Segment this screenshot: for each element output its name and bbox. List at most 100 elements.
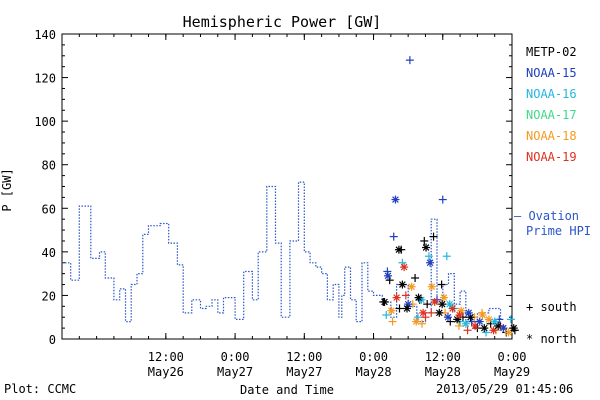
north-point-d2	[428, 283, 436, 291]
legend: METP-02 NOAA-15 NOAA-16 NOAA-17 NOAA-18 NOAA-…	[514, 45, 591, 346]
y-tick-label: 60	[42, 202, 56, 216]
north-point	[480, 324, 489, 333]
y-tick-label: 140	[34, 28, 56, 42]
north-point-d2	[480, 324, 488, 332]
ovation-prime-series	[62, 181, 502, 323]
south-point	[401, 291, 410, 300]
legend-south-marker: + south	[526, 300, 577, 314]
x-tick-time-label: 0:00	[221, 350, 250, 364]
satellite-points	[379, 56, 519, 337]
north-point-d2	[467, 313, 474, 321]
north-point	[412, 317, 421, 326]
legend-satellite-noaa-16: NOAA-16	[526, 87, 577, 101]
x-tick-date-label: May27	[217, 365, 253, 379]
north-point-d2	[444, 313, 452, 321]
north-point	[455, 311, 464, 320]
south-point	[405, 56, 414, 65]
north-point-d2	[426, 259, 434, 267]
south-point	[388, 317, 397, 326]
south-point	[463, 326, 472, 335]
x-tick-time-label: 12:00	[425, 350, 461, 364]
south-point	[442, 252, 451, 261]
north-point	[448, 304, 457, 313]
x-axis-label: Date and Time	[240, 383, 334, 397]
north-point	[426, 258, 435, 267]
x-tick-date-label: May28	[425, 365, 461, 379]
north-point-d2	[403, 305, 411, 312]
x-tick-date-label: May29	[494, 365, 530, 379]
south-point	[437, 280, 446, 289]
north-point	[407, 282, 416, 291]
north-point-d2	[388, 307, 395, 315]
north-point	[490, 317, 499, 326]
north-point	[419, 308, 428, 317]
north-point-d2	[438, 300, 446, 308]
chart-title: Hemispheric Power [GW]	[183, 13, 382, 31]
north-point-d2	[465, 309, 473, 317]
south-point	[438, 195, 447, 204]
legend-ovation-line2: Prime HPI	[526, 224, 591, 238]
south-point	[429, 232, 438, 241]
y-axis-label: P [GW]	[0, 168, 14, 211]
north-point-d2	[431, 298, 439, 306]
north-point	[430, 297, 439, 306]
north-point-d2	[408, 283, 415, 291]
y-tick-label: 80	[42, 159, 56, 173]
north-point-d2	[476, 318, 484, 325]
north-point-d2	[494, 322, 502, 330]
north-point-d2	[381, 298, 388, 306]
north-point	[383, 271, 392, 280]
north-point-d2	[412, 318, 420, 325]
y-tick-label: 120	[34, 72, 56, 86]
legend-satellite-noaa-19: NOAA-19	[526, 150, 577, 164]
north-point	[439, 293, 448, 302]
north-point	[466, 313, 475, 322]
south-point	[506, 315, 515, 324]
north-point-d2	[435, 309, 443, 317]
north-point-d2	[422, 244, 430, 251]
south-point	[395, 304, 404, 313]
north-point	[427, 282, 436, 291]
south-point	[423, 300, 432, 309]
north-point	[478, 311, 487, 320]
south-point	[424, 252, 433, 261]
plot-timestamp: 2013/05/29 01:45:06	[436, 382, 574, 396]
north-point-d2	[384, 272, 392, 280]
x-tick-time-label: 12:00	[286, 350, 322, 364]
plot-credit: Plot: CCMC	[4, 382, 77, 396]
plot-frame	[61, 33, 513, 340]
north-point	[392, 293, 401, 302]
north-point	[387, 306, 396, 315]
x-tick-time-label: 0:00	[498, 350, 527, 364]
north-point-d2	[395, 246, 403, 254]
north-point-d2	[400, 263, 408, 271]
south-point	[420, 236, 429, 245]
north-point-d2	[393, 294, 400, 301]
north-point-d2	[440, 294, 448, 301]
north-point	[398, 280, 407, 289]
x-tick-date-label: May26	[148, 365, 184, 379]
legend-satellite-noaa-17: NOAA-17	[526, 108, 577, 122]
legend-north-marker: * north	[526, 332, 577, 346]
north-point-d2	[479, 311, 486, 319]
north-point	[391, 195, 400, 204]
north-point-d2	[491, 318, 499, 325]
north-point	[509, 324, 518, 333]
north-point-d2	[419, 309, 427, 317]
north-point	[461, 319, 470, 328]
y-tick-label: 0	[49, 333, 56, 347]
north-point-d2	[510, 324, 518, 332]
legend-satellite-metp-02: METP-02	[526, 45, 577, 59]
north-point-d2	[485, 316, 493, 323]
y-tick-label: 40	[42, 246, 56, 260]
south-point	[411, 274, 420, 282]
north-point-d2	[500, 324, 507, 332]
south-point	[418, 319, 426, 328]
axes-frame: 02040608010012014012:00May260:00May2712:…	[34, 28, 530, 379]
north-point	[394, 245, 403, 254]
north-point-d2	[462, 320, 470, 328]
north-point-d2	[456, 311, 463, 319]
x-tick-date-label: May28	[355, 365, 391, 379]
north-point	[422, 243, 431, 252]
